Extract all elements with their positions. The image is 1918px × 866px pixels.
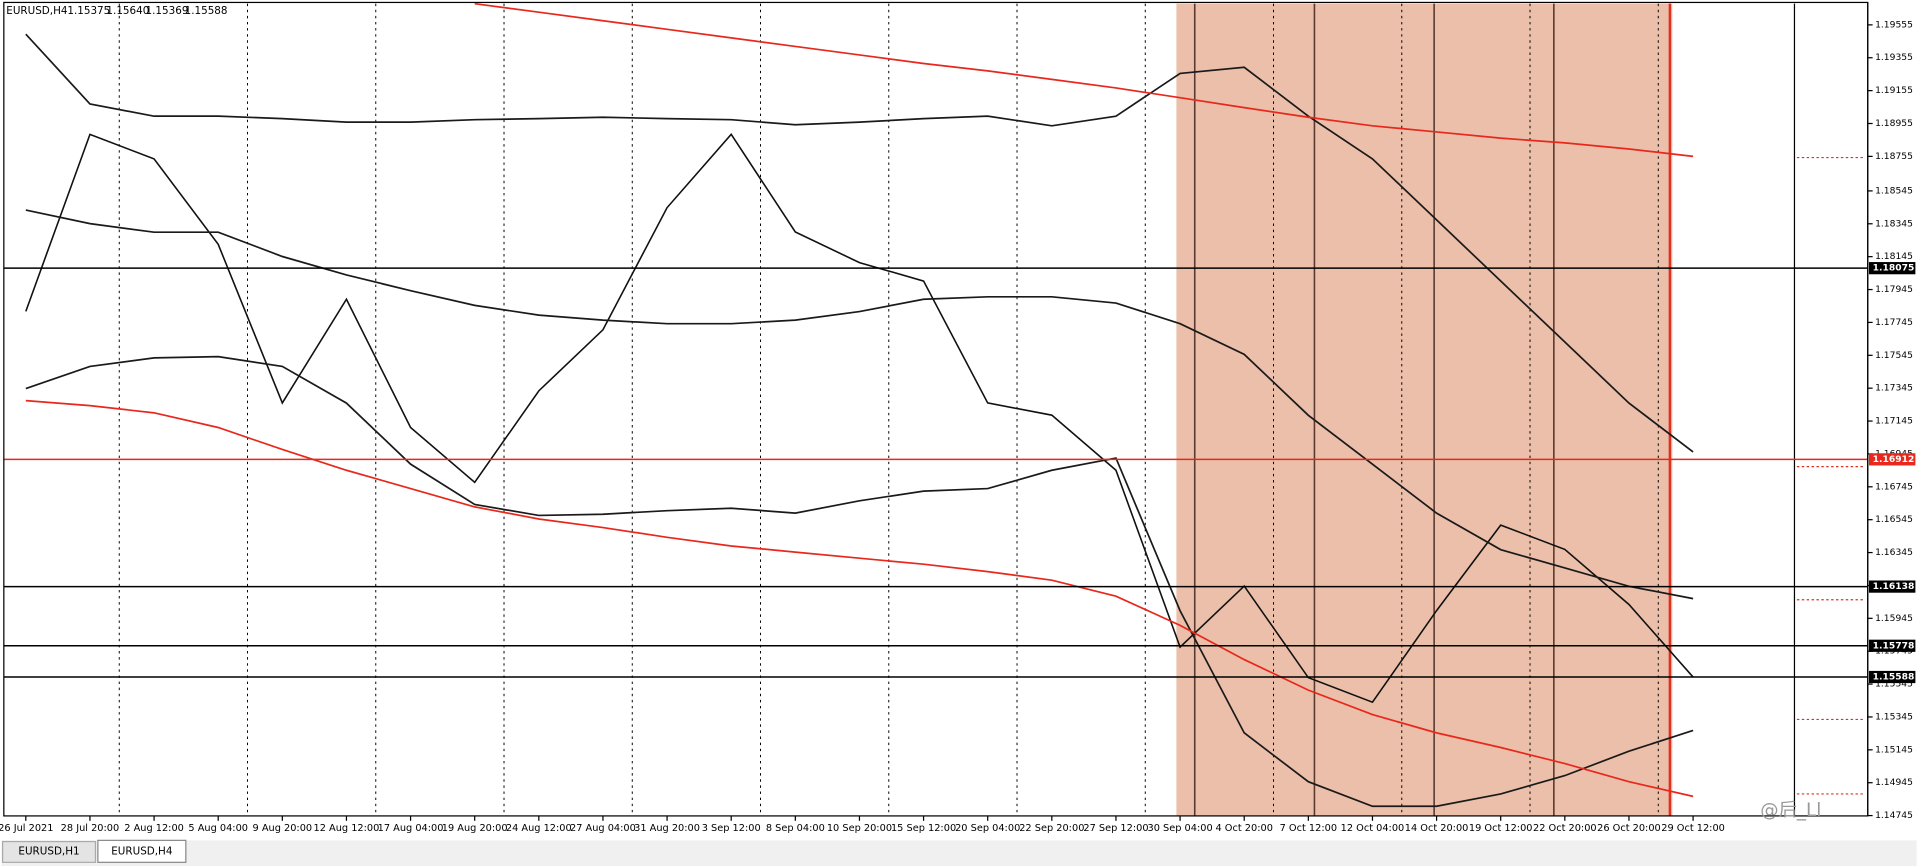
x-tick-label: 7 Oct 12:00 <box>1280 823 1337 834</box>
tab-label[interactable]: EURUSD,H4 <box>111 845 173 857</box>
symbol: EURUSD,H4 <box>6 5 68 17</box>
x-tick-label: 4 Oct 20:00 <box>1215 823 1272 834</box>
y-tick-label: 1.19555 <box>1875 19 1913 30</box>
y-tick-label: 1.16345 <box>1875 547 1913 558</box>
y-tick-label: 1.17745 <box>1875 317 1913 328</box>
price-label: 1.18075 <box>1873 263 1915 274</box>
y-tick-label: 1.16545 <box>1875 514 1913 525</box>
tab-label[interactable]: EURUSD,H1 <box>18 845 79 857</box>
y-tick-label: 1.14745 <box>1875 810 1913 821</box>
price-label-box <box>1868 453 1916 466</box>
range-dividers <box>1193 3 1555 816</box>
price-label-box <box>1868 262 1916 275</box>
y-tick-label: 1.17345 <box>1875 383 1913 394</box>
x-tick-label: 26 Oct 20:00 <box>1597 823 1661 834</box>
x-tick-label: 15 Sep 12:00 <box>891 823 956 834</box>
y-tick-label: 1.18145 <box>1875 251 1913 262</box>
y-tick-label: 1.19355 <box>1875 52 1913 63</box>
x-tick-label: 19 Oct 12:00 <box>1469 823 1533 834</box>
ohlc-close: 1.15588 <box>185 5 228 17</box>
arrows <box>1796 156 1866 795</box>
x-tick-label: 5 Aug 04:00 <box>188 823 248 834</box>
price-label: 1.15778 <box>1873 640 1915 651</box>
tab[interactable] <box>2 840 97 863</box>
ohlc-high: 1.15640 <box>106 5 149 17</box>
x-tick-label: 12 Aug 12:00 <box>314 823 380 834</box>
x-tick-label: 31 Aug 20:00 <box>634 823 700 834</box>
x-tick-label: 9 Aug 20:00 <box>253 823 313 834</box>
ohlc-low: 1.15369 <box>146 5 189 17</box>
y-tick-label: 1.17545 <box>1875 350 1913 361</box>
series-line <box>25 33 1694 453</box>
y-tick-label: 1.15145 <box>1875 744 1913 755</box>
x-tick-label: 10 Sep 20:00 <box>827 823 892 834</box>
x-tick-label: 14 Oct 20:00 <box>1405 823 1469 834</box>
watermark: @后_Ll <box>1760 800 1821 821</box>
y-tick-label: 1.18545 <box>1875 185 1913 196</box>
price-label: 1.16138 <box>1873 581 1915 592</box>
x-tick-label: 19 Aug 20:00 <box>442 823 508 834</box>
price-label: 1.15588 <box>1873 672 1915 683</box>
y-tick-label: 1.18955 <box>1875 118 1913 129</box>
ohlc-open: 1.15375 <box>67 5 110 17</box>
y-tick-label: 1.18345 <box>1875 218 1913 229</box>
x-tick-label: 8 Sep 04:00 <box>766 823 825 834</box>
x-tick-label: 30 Sep 04:00 <box>1147 823 1212 834</box>
y-tick-label: 1.15345 <box>1875 711 1913 722</box>
plot <box>3 2 1868 816</box>
x-tick-label: 26 Jul 2021 <box>0 823 53 834</box>
series-line <box>25 133 1694 704</box>
series-line <box>25 209 1694 600</box>
series-line <box>25 355 1694 808</box>
x-tick-label: 12 Oct 04:00 <box>1341 823 1405 834</box>
shaded-range <box>1176 3 1673 816</box>
y-tick-label: 1.14945 <box>1875 777 1913 788</box>
y-tick-label: 1.16745 <box>1875 481 1913 492</box>
y-tick-label: 1.15945 <box>1875 613 1913 624</box>
x-tick-label: 24 Aug 12:00 <box>506 823 572 834</box>
price-label-box <box>1868 639 1916 652</box>
x-tick-label: 2 Aug 12:00 <box>124 823 184 834</box>
x-tick-label: 28 Jul 20:00 <box>61 823 120 834</box>
x-tick-label: 22 Sep 20:00 <box>1019 823 1084 834</box>
x-tick-label: 29 Oct 12:00 <box>1661 823 1725 834</box>
series-line <box>474 2 1694 158</box>
price-label-box <box>1868 670 1916 684</box>
x-tick-label: 27 Sep 12:00 <box>1083 823 1148 834</box>
y-tick-label: 1.18755 <box>1875 151 1913 162</box>
price-label: 1.16912 <box>1873 454 1915 465</box>
x-tick-label: 27 Aug 04:00 <box>570 823 636 834</box>
y-tick-label: 1.17145 <box>1875 416 1913 427</box>
x-tick-label: 3 Sep 12:00 <box>702 823 761 834</box>
x-tick-label: 22 Oct 20:00 <box>1533 823 1597 834</box>
y-tick-label: 1.19155 <box>1875 85 1913 96</box>
x-tick-label: 20 Sep 04:00 <box>955 823 1020 834</box>
tab-active[interactable] <box>97 839 187 863</box>
y-tick-label: 1.15545 <box>1875 679 1913 690</box>
price-label-box <box>1868 580 1916 593</box>
x-tick-label: 17 Aug 04:00 <box>378 823 444 834</box>
y-tick-label: 1.17945 <box>1875 284 1913 295</box>
series-line <box>25 399 1694 798</box>
tab-bar <box>1 840 1917 866</box>
